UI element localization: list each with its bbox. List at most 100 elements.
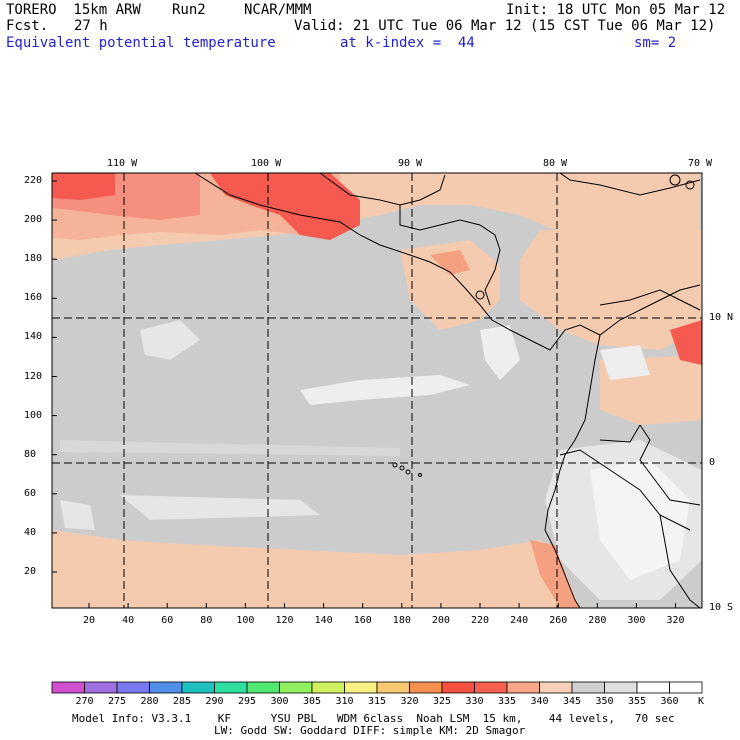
colorbar-swatch bbox=[539, 681, 573, 694]
colorbar-swatch bbox=[506, 681, 540, 694]
lat-label-10s: 10 S bbox=[709, 602, 734, 613]
org-label: NCAR/MMM bbox=[244, 2, 312, 18]
white-patch-panama bbox=[480, 325, 520, 380]
physics-info: LW: Godd SW: Goddard DIFF: simple KM: 2D… bbox=[214, 724, 526, 737]
colorbar-label: 340 bbox=[530, 696, 549, 707]
colorbar-label: 325 bbox=[433, 696, 452, 707]
white-patch-equatorial bbox=[300, 375, 470, 405]
colorbar-label: 360 bbox=[660, 696, 679, 707]
lon-label-110w: 110 W bbox=[107, 158, 138, 169]
white-patch-amazon bbox=[590, 460, 690, 580]
lon-label-100w: 100 W bbox=[251, 158, 282, 169]
y-tick-label: 80 bbox=[24, 448, 37, 460]
colorbar-label: 275 bbox=[108, 696, 127, 707]
x-tick-label: 180 bbox=[392, 615, 411, 626]
colorbar-label: 270 bbox=[75, 696, 94, 707]
field-name: Equivalent potential temperature bbox=[6, 35, 276, 51]
colorbar-swatch bbox=[149, 681, 183, 694]
model-info: Model Info: V3.3.1 KF YSU PBL WDM 6class… bbox=[72, 712, 675, 725]
colorbar bbox=[51, 681, 703, 694]
brazil-border bbox=[639, 424, 701, 506]
salmon-guatemala bbox=[430, 250, 470, 275]
x-tick-label: 140 bbox=[314, 615, 333, 626]
map-field bbox=[52, 173, 702, 608]
x-tick-label: 280 bbox=[588, 615, 607, 626]
lat-label-10n: 10 N bbox=[709, 312, 734, 323]
y-tick-label: 60 bbox=[24, 487, 37, 499]
colorbar-label: 335 bbox=[498, 696, 517, 707]
colorbar-swatch bbox=[409, 681, 443, 694]
colorbar-swatch bbox=[116, 681, 150, 694]
x-tick-label: 120 bbox=[275, 615, 294, 626]
peach-central-america bbox=[400, 240, 500, 330]
colorbar-swatch bbox=[84, 681, 118, 694]
y-tick-label: 100 bbox=[24, 409, 43, 421]
x-tick-label: 60 bbox=[161, 615, 174, 626]
smoothing-label: sm= 2 bbox=[634, 35, 677, 51]
colorbar-label: 330 bbox=[465, 696, 484, 707]
colorbar-swatch bbox=[344, 681, 378, 694]
colorbar-swatch bbox=[181, 681, 215, 694]
level-label: at k-index = 44 bbox=[340, 35, 475, 51]
peru-border bbox=[559, 449, 691, 531]
colorbar-label: 355 bbox=[628, 696, 647, 707]
colombia-border bbox=[599, 289, 701, 311]
colorbar-swatch bbox=[376, 681, 410, 694]
colorbar-label: 310 bbox=[335, 696, 354, 707]
lon-label-80w: 80 W bbox=[543, 158, 568, 169]
y-tick-label: 140 bbox=[24, 331, 43, 343]
lat-label-equator: 0 bbox=[709, 457, 716, 468]
x-tick-label: 20 bbox=[83, 615, 96, 626]
lon-label-90w: 90 W bbox=[398, 158, 423, 169]
peach-band-south bbox=[52, 530, 580, 608]
y-tick-label: 40 bbox=[24, 526, 37, 538]
x-tick-label: 300 bbox=[627, 615, 646, 626]
colorbar-label: 315 bbox=[368, 696, 387, 707]
salmon-peru-coast bbox=[530, 540, 580, 608]
peach-caribbean bbox=[520, 230, 702, 350]
y-tick-label: 220 bbox=[24, 175, 43, 186]
run-label: Run2 bbox=[172, 2, 206, 18]
colorbar-label: 350 bbox=[595, 696, 614, 707]
y-tick-label: 160 bbox=[24, 292, 43, 304]
y-tick-label: 200 bbox=[24, 214, 43, 226]
y-tick-label: 120 bbox=[24, 370, 43, 382]
yucatan-honduras bbox=[399, 205, 501, 306]
lon-label-70w: 70 W bbox=[688, 158, 713, 169]
x-tick-label: 160 bbox=[353, 615, 372, 626]
colorbar-label: 280 bbox=[140, 696, 159, 707]
fcst-hours: 27 h bbox=[74, 18, 108, 34]
fcst-label: Fcst. bbox=[6, 18, 49, 34]
graticule bbox=[52, 173, 702, 608]
colorbar-swatch bbox=[604, 681, 638, 694]
colorbar-swatch bbox=[246, 681, 280, 694]
colorbar-swatch bbox=[214, 681, 248, 694]
init-time: Init: 18 UTC Mon 05 Mar 12 bbox=[506, 2, 726, 18]
colorbar-label: 290 bbox=[205, 696, 224, 707]
colorbar-label: 300 bbox=[270, 696, 289, 707]
colorbar-unit: K bbox=[698, 696, 705, 707]
colorbar-label: 305 bbox=[303, 696, 322, 707]
colorbar-label: 295 bbox=[238, 696, 257, 707]
y-tick-label: 20 bbox=[24, 566, 37, 577]
tick-marks bbox=[52, 180, 676, 608]
y-tick-label: 180 bbox=[24, 253, 43, 265]
valid-time: Valid: 21 UTC Tue 06 Mar 12 (15 CST Tue … bbox=[294, 18, 716, 34]
colorbar-swatch bbox=[51, 681, 85, 694]
x-tick-label: 80 bbox=[200, 615, 213, 626]
colorbar-swatch bbox=[441, 681, 475, 694]
coastlines bbox=[194, 173, 701, 608]
model-name: TORERO 15km ARW bbox=[6, 2, 141, 18]
colorbar-label: 320 bbox=[400, 696, 419, 707]
plot-frame bbox=[51, 172, 703, 609]
colorbar-swatch bbox=[474, 681, 508, 694]
red-venezuela bbox=[670, 320, 702, 365]
colorbar-swatch bbox=[669, 681, 703, 694]
light-patch-west bbox=[140, 320, 200, 360]
x-tick-label: 100 bbox=[236, 615, 255, 626]
colorbar-label: 345 bbox=[563, 696, 582, 707]
caribbean-islands bbox=[559, 173, 701, 196]
colorbar-swatch bbox=[571, 681, 605, 694]
colorbar-swatch bbox=[636, 681, 670, 694]
